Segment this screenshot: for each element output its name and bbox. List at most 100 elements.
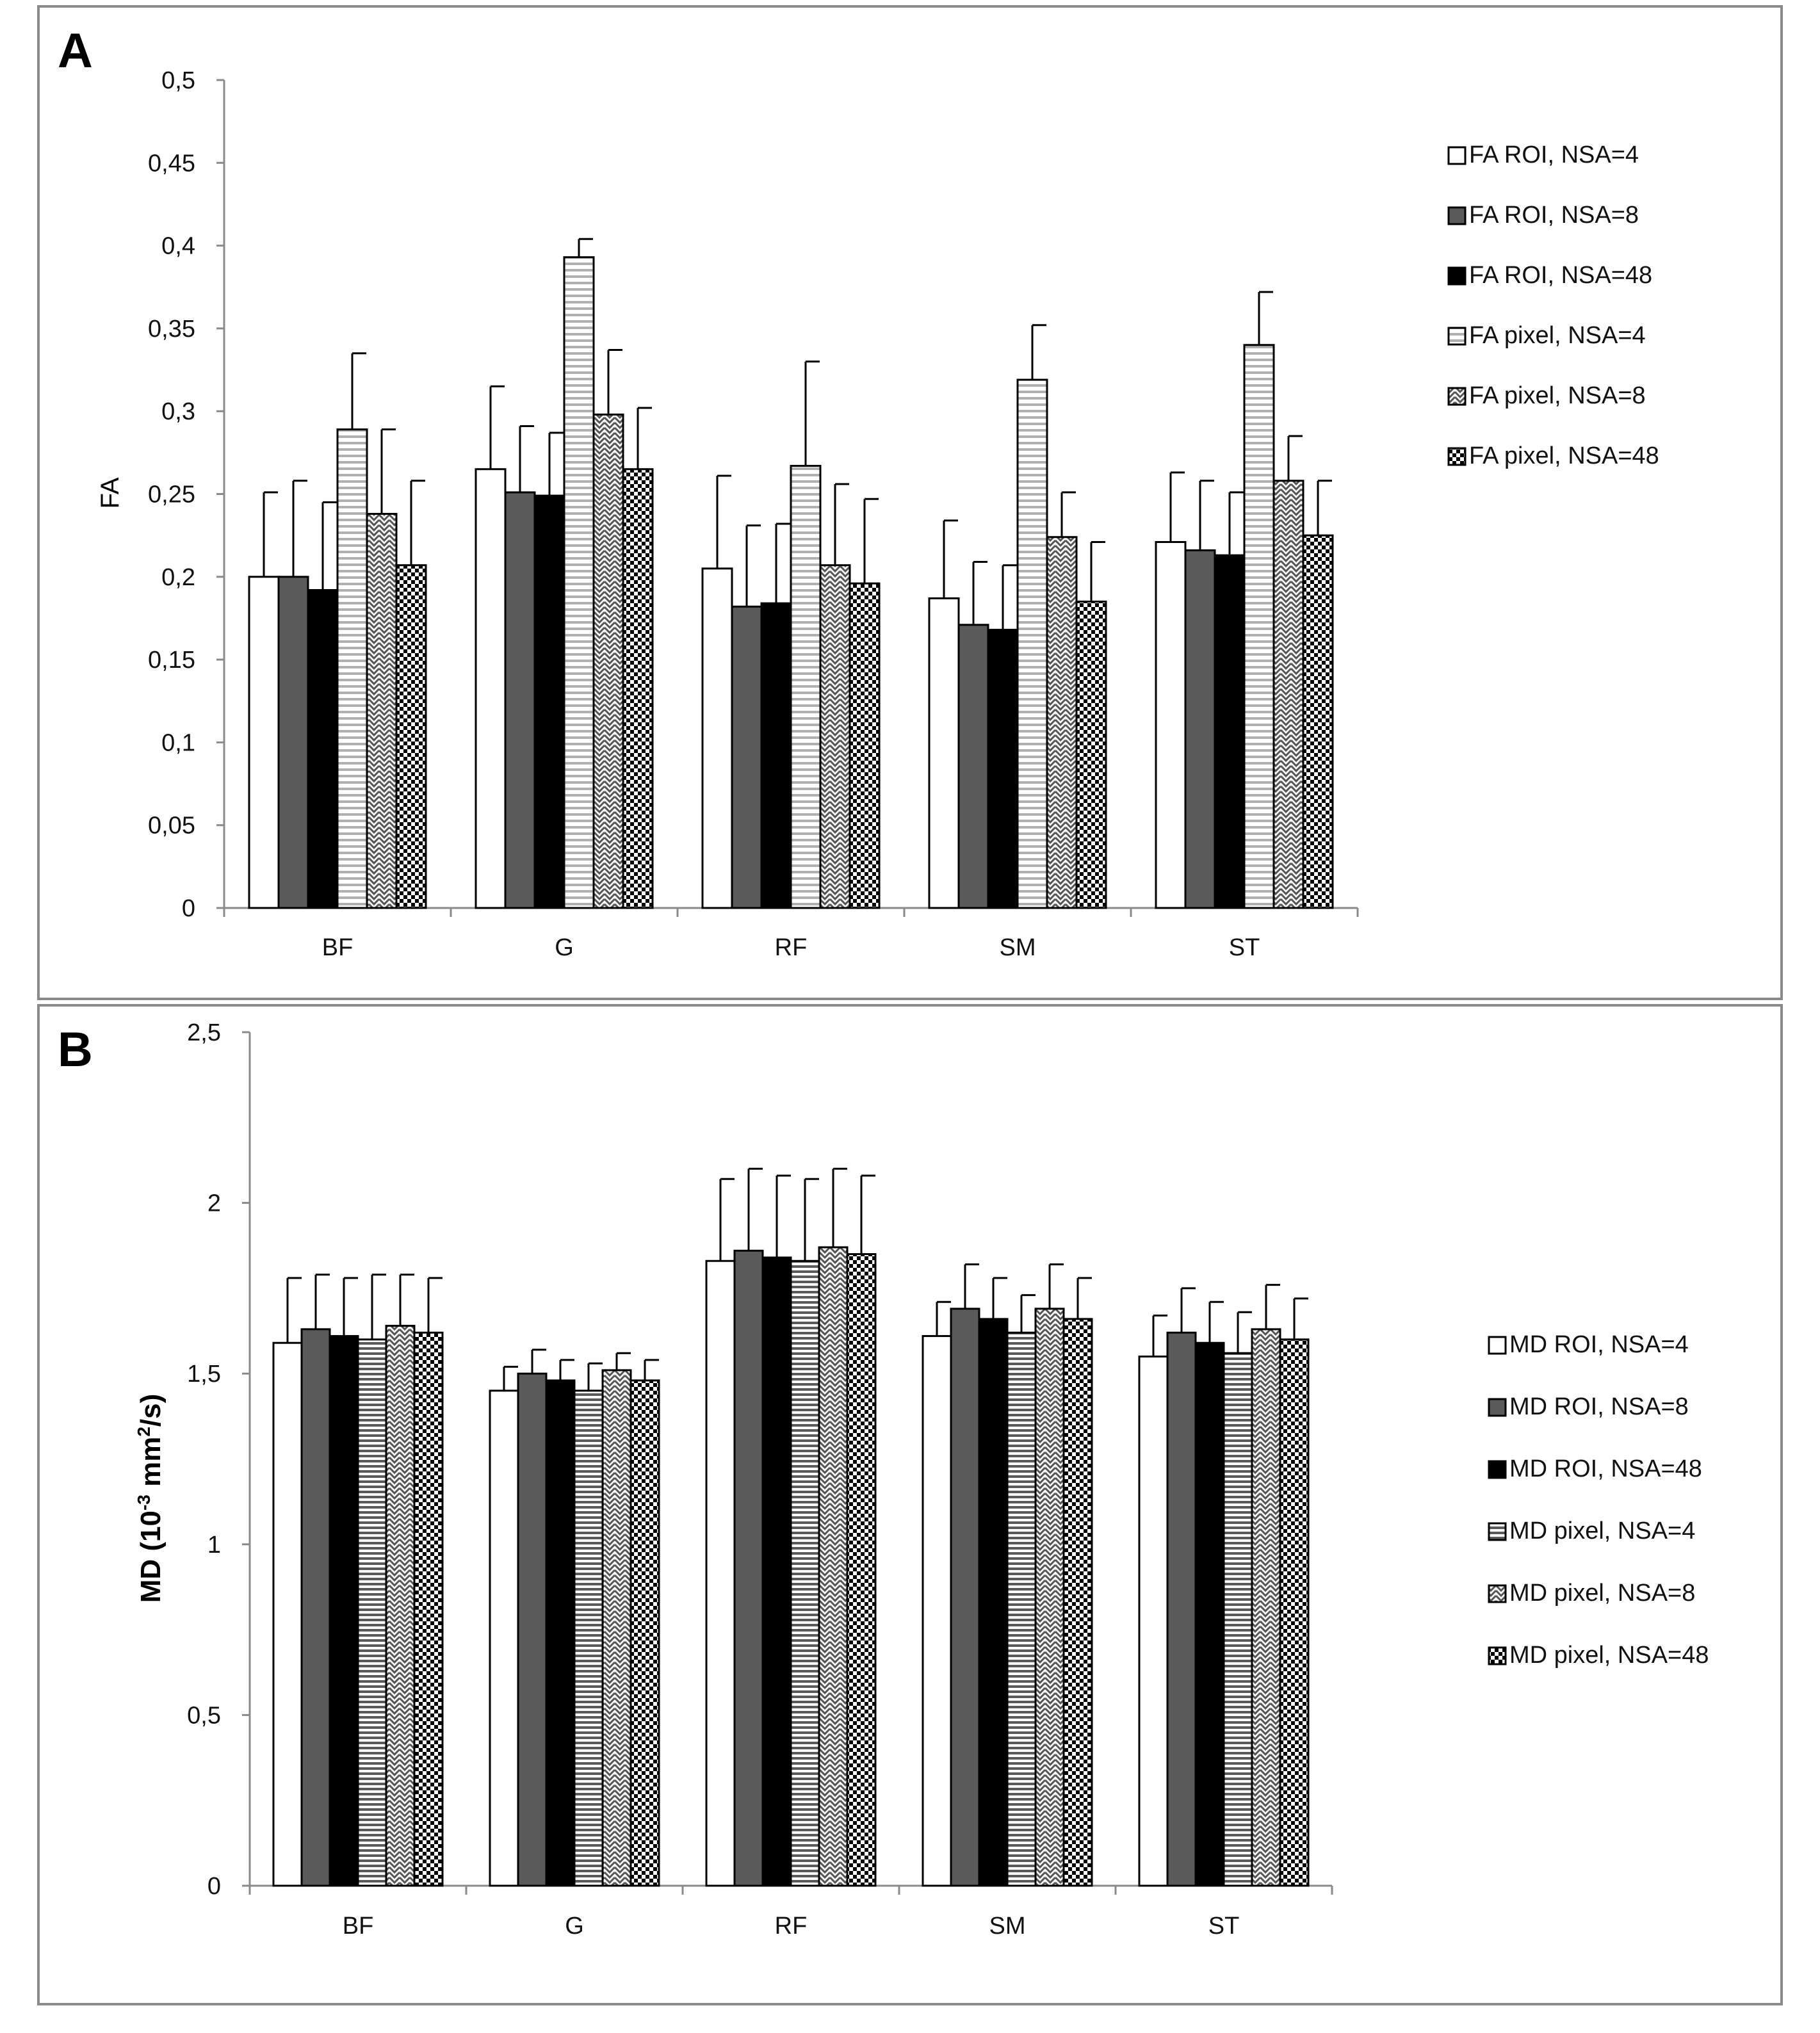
panel-a-y-tick-label: 0,15 xyxy=(148,647,195,674)
panel-b-bar xyxy=(733,1249,764,1887)
panel-a-legend-swatch xyxy=(1447,447,1467,466)
panel-b-bars xyxy=(272,1167,1310,1887)
panel-a-legend-swatch xyxy=(1447,206,1467,225)
panel-b-bar xyxy=(489,1389,519,1887)
panel-a-bar xyxy=(1184,549,1216,909)
panel-b-legend-label: MD ROI, NSA=48 xyxy=(1509,1455,1702,1482)
panel-a-category-label: ST xyxy=(1229,934,1260,961)
panel-b-category-label: SM xyxy=(989,1913,1026,1940)
panel-a-y-tick-label: 0,5 xyxy=(161,67,195,94)
panel-b-bar xyxy=(1251,1328,1281,1887)
panel-b-y-tick-label: 0 xyxy=(207,1873,221,1900)
panel-a-bar xyxy=(1302,534,1334,909)
panel-b-bar xyxy=(761,1256,792,1887)
panel-b-bar xyxy=(601,1369,632,1887)
panel-a-bar xyxy=(504,491,536,909)
panel-b-bar xyxy=(846,1253,877,1887)
panel-a-letter: A xyxy=(58,24,93,78)
panel-a-legend-swatch xyxy=(1447,327,1467,346)
panel-b-bar xyxy=(272,1341,303,1887)
panel-a-bar xyxy=(928,597,960,909)
panel-a-y-tick-label: 0,4 xyxy=(161,233,195,260)
panel-a-y-tick-label: 0,05 xyxy=(148,813,195,839)
panel-b-y-tick-label: 2 xyxy=(207,1190,221,1217)
panel-a-bar xyxy=(366,513,398,909)
panel-b-ylabel-sup2: 2 xyxy=(134,1427,154,1437)
panel-b-y-tick-label: 1,5 xyxy=(187,1361,221,1388)
panel-b-category-label: G xyxy=(565,1913,584,1940)
panel-b-ylabel-post: /s) xyxy=(135,1394,167,1427)
panel-b-bar xyxy=(1223,1352,1253,1887)
panel-b-ylabel-mid: mm xyxy=(135,1437,167,1494)
panel-b-y-tick-label: 0,5 xyxy=(187,1702,221,1729)
panel-a-category-label: BF xyxy=(322,934,353,961)
panel-a-bar xyxy=(1075,601,1107,909)
panel-a-legend-label: FA pixel, NSA=8 xyxy=(1469,382,1646,409)
panel-b-bar xyxy=(1062,1318,1093,1887)
panel-a-bar xyxy=(307,588,339,909)
panel-a-bar xyxy=(622,468,654,909)
panel-b-legend-swatch xyxy=(1488,1398,1507,1417)
panel-a-bar xyxy=(1272,480,1304,909)
panel-a-bars xyxy=(248,238,1334,909)
panel-a-y-tick-label: 0,25 xyxy=(148,482,195,508)
panel-a-bar xyxy=(987,629,1019,909)
panel-a-bar xyxy=(395,564,427,909)
panel-b-bar xyxy=(818,1246,849,1887)
panel-b-bar xyxy=(1166,1331,1197,1887)
panel-b-legend-label: MD ROI, NSA=8 xyxy=(1509,1393,1689,1420)
panel-b-bar xyxy=(413,1331,444,1887)
panel-a-legend-swatch xyxy=(1447,146,1467,165)
panel-b-legend-swatch xyxy=(1488,1336,1507,1355)
panel-a-bar xyxy=(790,465,822,909)
panel-b-bar xyxy=(1006,1331,1037,1887)
panel-b-bar xyxy=(385,1325,416,1887)
panel-b-ylabel: MD (10-3 mm2/s) xyxy=(134,1394,167,1603)
panel-b: B MD (10-3 mm2/s) 00,511,522,5BF G RF SM ST … xyxy=(37,1004,1783,2005)
panel-a-bar xyxy=(336,428,368,909)
panel-a-bar xyxy=(760,602,792,909)
panel-a-legend: FA ROI, NSA=4 FA ROI, NSA=8 FA ROI, NSA=48… xyxy=(1447,142,1659,469)
panel-b-ylabel-pre: MD (10 xyxy=(135,1511,167,1603)
panel-a-bar xyxy=(1016,378,1048,909)
panel-a-bar xyxy=(819,564,851,909)
panel-a: A FA 0 0,05 0,1 0,15 0,2 0,25 0,3 0,35 0,4 0,45 0,… xyxy=(37,5,1783,1000)
panel-a-bar xyxy=(592,413,624,909)
panel-a-bar xyxy=(957,624,989,909)
panel-a-legend-swatch xyxy=(1447,266,1467,286)
panel-a-ylabel: FA xyxy=(96,477,124,508)
panel-a-bar xyxy=(849,582,881,909)
panel-b-bar xyxy=(922,1335,952,1887)
panel-a-bar xyxy=(248,576,280,909)
panel-a-y-tick-label: 0,1 xyxy=(161,729,195,756)
panel-b-bar xyxy=(573,1389,604,1887)
panel-b-legend-swatch xyxy=(1488,1584,1507,1603)
panel-b-category-label: ST xyxy=(1208,1913,1240,1940)
panel-a-bar xyxy=(533,494,565,909)
panel-b-bar xyxy=(1279,1338,1310,1887)
panel-a-category-label: SM xyxy=(1000,934,1036,961)
panel-a-legend-label: FA ROI, NSA=48 xyxy=(1469,262,1652,289)
panel-b-ylabel-sup1: -3 xyxy=(134,1494,154,1511)
panel-b-legend-label: MD pixel, NSA=8 xyxy=(1509,1580,1695,1607)
panel-b-bar xyxy=(517,1372,548,1887)
panel-b-legend: MD ROI, NSA=4 MD ROI, NSA=8 MD ROI, NSA=48… xyxy=(1488,1331,1709,1669)
panel-b-bar xyxy=(1034,1308,1065,1887)
panel-b-category-label: BF xyxy=(343,1913,374,1940)
panel-b-bar xyxy=(1138,1356,1169,1887)
panel-a-bar xyxy=(563,256,595,909)
panel-b-legend-label: MD ROI, NSA=4 xyxy=(1509,1331,1689,1358)
panel-a-category-label: G xyxy=(555,934,574,961)
panel-b-bar xyxy=(705,1259,736,1887)
panel-a-axes: 0 0,05 0,1 0,15 0,2 0,25 0,3 0,35 0,4 0,45 0,5 BF G R… xyxy=(148,67,1359,961)
panel-a-bar xyxy=(1046,536,1078,909)
panel-a-y-tick-label: 0 xyxy=(182,895,195,922)
panel-b-bar xyxy=(357,1338,387,1887)
panel-b-bar xyxy=(950,1308,980,1887)
panel-a-bar xyxy=(701,567,733,909)
panel-b-legend-swatch xyxy=(1488,1460,1507,1479)
panel-b-letter: B xyxy=(58,1023,93,1077)
panel-a-legend-label: FA ROI, NSA=8 xyxy=(1469,202,1639,229)
panel-a-bar xyxy=(1155,540,1187,909)
